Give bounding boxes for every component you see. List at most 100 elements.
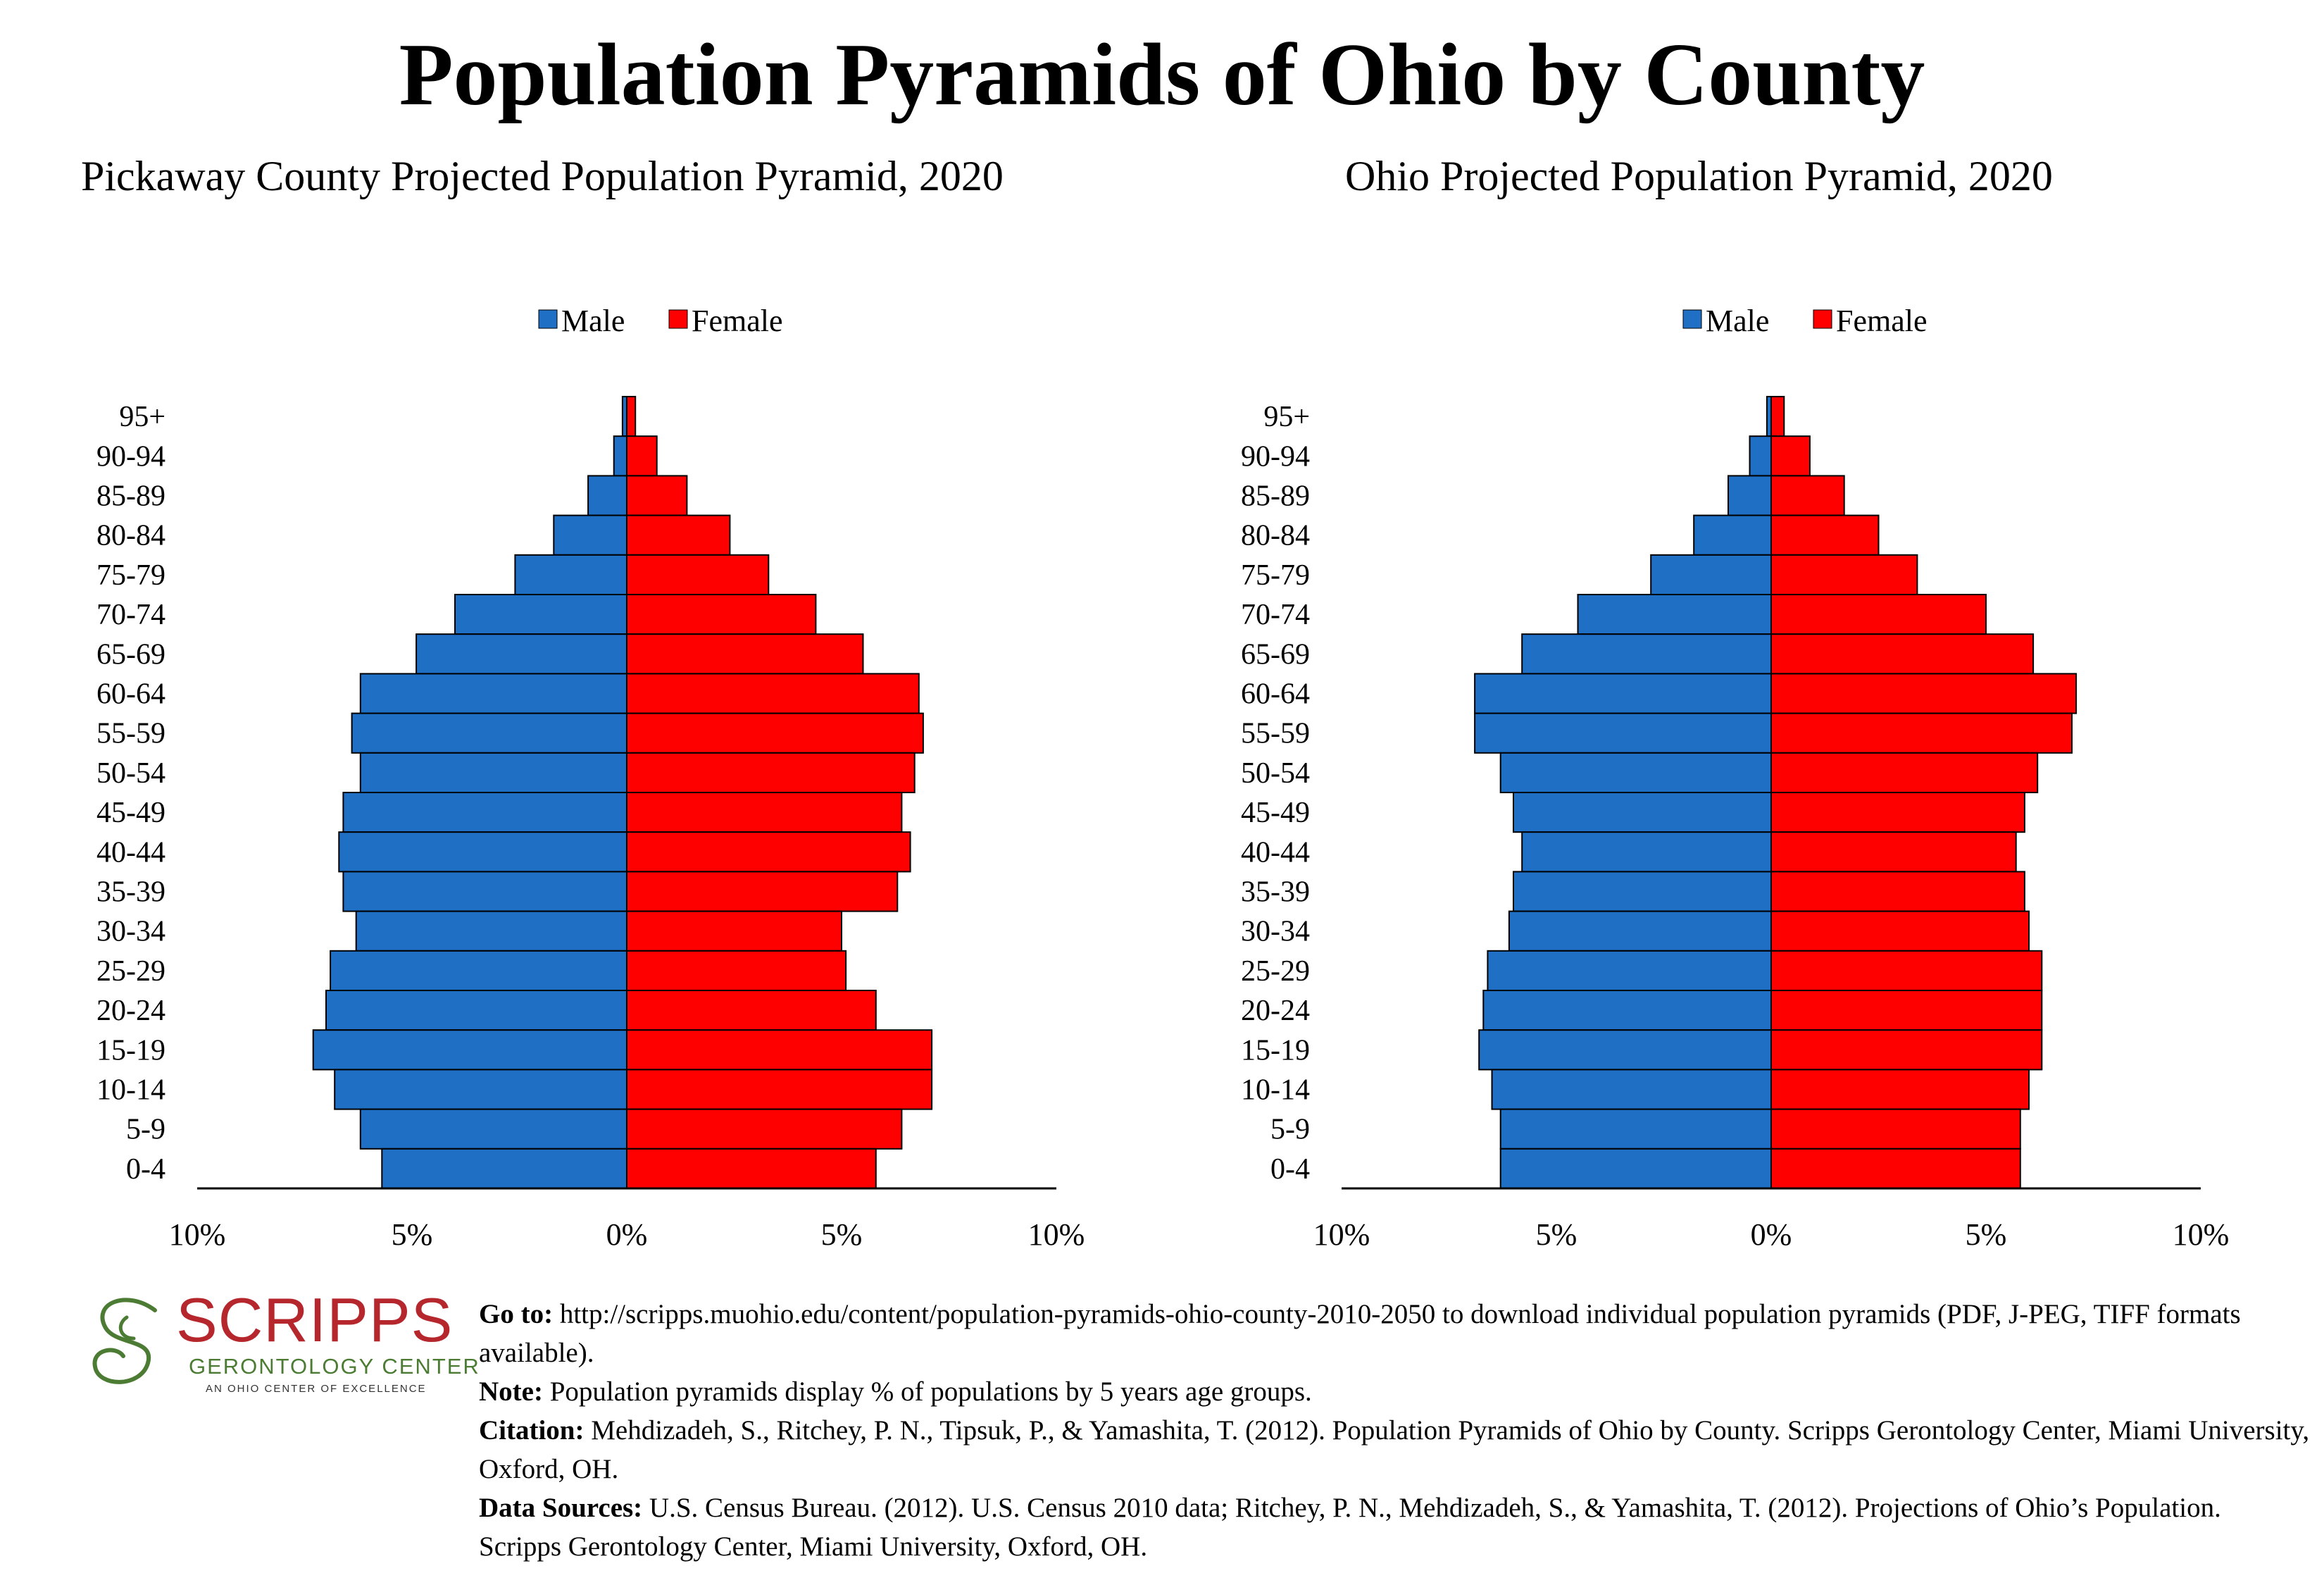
age-label: 0-4 [1270,1153,1310,1186]
bar-male [1693,514,1772,556]
bar-female [1770,554,1918,595]
bar-male [1491,1069,1772,1110]
bar-male [514,554,628,595]
bar-female [1770,435,1811,477]
bar-female [626,1029,933,1071]
age-label: 35-39 [96,876,165,909]
bar-male [381,1148,627,1190]
bar-male [1487,950,1772,992]
age-label: 15-19 [1241,1034,1310,1067]
bar-male [587,475,627,516]
bar-male [1482,990,1773,1031]
legend-female-label: Female [1836,304,1928,338]
bar-male [1521,831,1772,873]
note-text: Population pyramids display % of populat… [542,1376,1312,1407]
age-label: 80-84 [1241,520,1310,552]
bar-female [1770,831,2017,873]
bar-female [1770,712,2073,754]
age-label: 25-29 [96,955,165,988]
x-tick-label: 0% [1751,1217,1792,1252]
age-label: 30-34 [1241,916,1310,948]
bar-female [626,396,637,437]
bar-female [1770,1148,2021,1190]
age-label: 60-64 [96,678,165,711]
age-label: 20-24 [1241,995,1310,1027]
bar-male [454,594,627,635]
sources-line: Data Sources: U.S. Census Bureau. (2012)… [479,1488,2310,1566]
bar-female [1770,990,2043,1031]
age-label: 10-14 [96,1074,165,1107]
bar-female [626,712,924,754]
goto-label: Go to: [479,1299,554,1329]
legend-female-label: Female [692,304,783,338]
bar-female [626,990,877,1031]
bar-female [626,792,903,833]
bar-female [626,871,899,912]
bar-female [1770,594,1987,635]
bar-female [1770,633,2035,675]
bar-female [1770,792,2025,833]
x-tick-label: 10% [1028,1217,1085,1252]
legend-female-swatch [668,309,688,329]
age-label: 0-4 [126,1153,165,1186]
bar-female [626,554,770,595]
chart-title: Pickaway County Projected Population Pyr… [81,153,1004,199]
bar-female [1770,396,1785,437]
bar-female [626,594,817,635]
age-label: 10-14 [1241,1074,1310,1107]
bar-female [1770,514,1880,556]
bar-male [351,712,627,754]
age-label: 75-79 [96,559,165,592]
x-tick-label: 10% [1313,1217,1370,1252]
bar-male [1521,633,1772,675]
bar-male [359,752,627,794]
bar-male [342,792,627,833]
scripps-swirl-icon [92,1298,157,1384]
age-label: 55-59 [1241,718,1310,750]
bar-male [1499,1108,1772,1150]
bar-female [626,673,920,714]
age-label: 15-19 [96,1034,165,1067]
bar-male [1499,1148,1772,1190]
age-label: 40-44 [1241,836,1310,869]
bar-female [1770,1069,2030,1110]
bar-female [1770,950,2043,992]
bar-male [334,1069,627,1110]
bar-female [1770,871,2025,912]
age-label: 45-49 [1241,797,1310,829]
charts-canvas: Pickaway County Projected Population Pyr… [81,153,2230,1252]
bar-male [1728,475,1772,516]
age-label: 5-9 [1270,1114,1310,1146]
bar-male [1474,712,1773,754]
age-label: 50-54 [1241,757,1310,790]
age-label: 20-24 [96,995,165,1027]
bar-female [1770,1108,2021,1150]
bar-female [1770,475,1845,516]
bar-female [1770,1029,2043,1071]
bar-female [626,435,658,477]
bar-male [416,633,627,675]
x-tick-label: 10% [2173,1217,2230,1252]
bar-male [355,910,627,952]
bar-female [626,950,847,992]
age-label: 90-94 [1241,440,1310,473]
bar-male [342,871,627,912]
age-label: 5-9 [126,1114,165,1146]
scripps-logo: SCRIPPS GERONTOLOGY CENTER AN OHIO CENTE… [85,1289,479,1409]
age-label: 90-94 [96,440,165,473]
bar-male [338,831,627,873]
note-label: Note: [479,1376,543,1407]
age-label: 30-34 [96,916,165,948]
sources-label: Data Sources: [479,1493,643,1523]
bar-female [626,1108,903,1150]
chart-title: Ohio Projected Population Pyramid, 2020 [1345,153,2053,199]
x-tick-label: 0% [606,1217,648,1252]
goto-text: http://scripps.muohio.edu/content/popula… [479,1299,2241,1368]
bar-female [626,1148,877,1190]
bar-female [626,910,842,952]
age-label: 85-89 [1241,480,1310,513]
logo-tagline: AN OHIO CENTER OF EXCELLENCE [206,1383,427,1395]
age-label: 50-54 [96,757,165,790]
bar-male [1478,1029,1772,1071]
x-tick-label: 5% [821,1217,863,1252]
